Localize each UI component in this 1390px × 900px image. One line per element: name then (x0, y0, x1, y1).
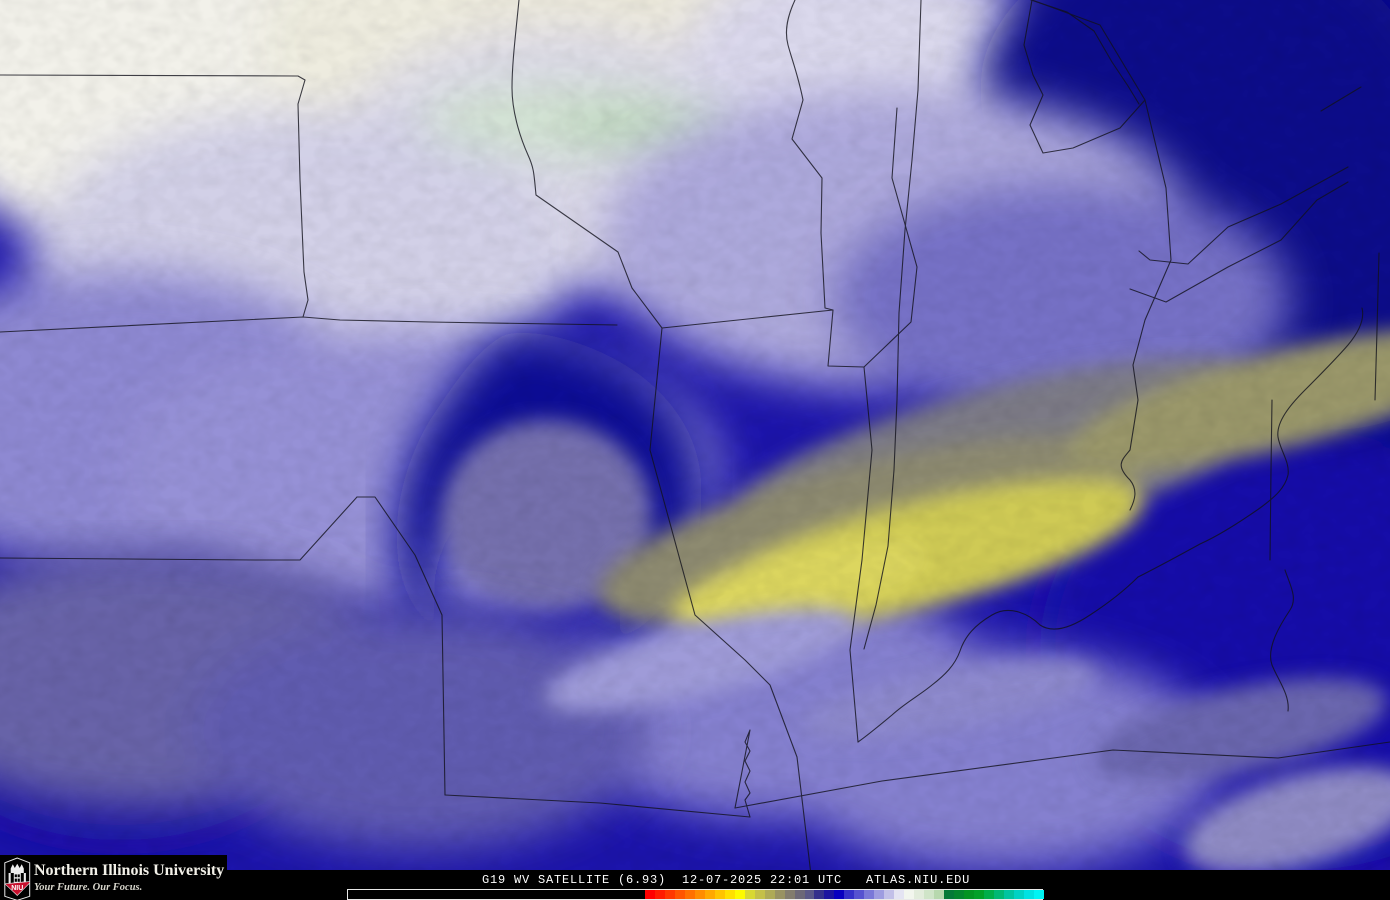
svg-text:NIU: NIU (11, 885, 23, 892)
